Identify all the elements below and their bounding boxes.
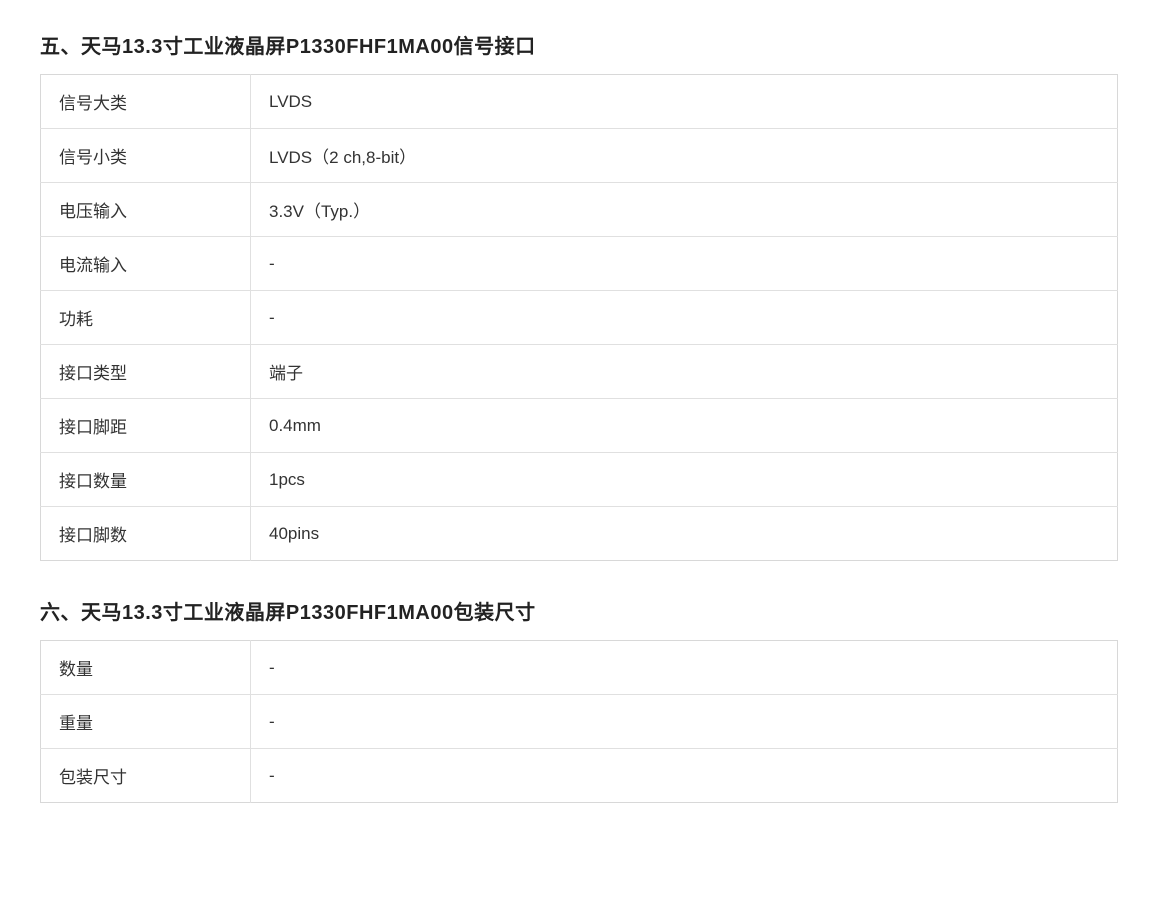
table-row: 信号小类 LVDS（2 ch,8-bit） <box>41 129 1118 183</box>
row-label: 电流输入 <box>41 237 251 291</box>
table-row: 电压输入 3.3V（Typ.） <box>41 183 1118 237</box>
row-value: - <box>251 291 1118 345</box>
section-5-tbody: 信号大类 LVDS 信号小类 LVDS（2 ch,8-bit） 电压输入 3.3… <box>41 75 1118 561</box>
row-value: 端子 <box>251 345 1118 399</box>
row-label: 信号大类 <box>41 75 251 129</box>
row-label: 接口数量 <box>41 453 251 507</box>
table-row: 接口脚数 40pins <box>41 507 1118 561</box>
row-label: 重量 <box>41 695 251 749</box>
table-row: 包装尺寸 - <box>41 749 1118 803</box>
section-5: 五、天马13.3寸工业液晶屏P1330FHF1MA00信号接口 信号大类 LVD… <box>40 30 1118 561</box>
row-label: 接口类型 <box>41 345 251 399</box>
row-label: 信号小类 <box>41 129 251 183</box>
row-value: LVDS（2 ch,8-bit） <box>251 129 1118 183</box>
row-label: 数量 <box>41 641 251 695</box>
row-value: - <box>251 237 1118 291</box>
table-row: 电流输入 - <box>41 237 1118 291</box>
section-6-table: 数量 - 重量 - 包装尺寸 - <box>40 640 1118 803</box>
row-value: - <box>251 749 1118 803</box>
section-6: 六、天马13.3寸工业液晶屏P1330FHF1MA00包装尺寸 数量 - 重量 … <box>40 596 1118 803</box>
row-label: 接口脚数 <box>41 507 251 561</box>
row-value: 0.4mm <box>251 399 1118 453</box>
row-label: 功耗 <box>41 291 251 345</box>
row-value: 1pcs <box>251 453 1118 507</box>
row-value: - <box>251 695 1118 749</box>
row-label: 接口脚距 <box>41 399 251 453</box>
row-value: 3.3V（Typ.） <box>251 183 1118 237</box>
section-5-table: 信号大类 LVDS 信号小类 LVDS（2 ch,8-bit） 电压输入 3.3… <box>40 74 1118 561</box>
row-label: 电压输入 <box>41 183 251 237</box>
section-6-tbody: 数量 - 重量 - 包装尺寸 - <box>41 641 1118 803</box>
table-row: 功耗 - <box>41 291 1118 345</box>
table-row: 数量 - <box>41 641 1118 695</box>
row-value: LVDS <box>251 75 1118 129</box>
row-value: - <box>251 641 1118 695</box>
section-6-title: 六、天马13.3寸工业液晶屏P1330FHF1MA00包装尺寸 <box>40 596 1118 625</box>
row-value: 40pins <box>251 507 1118 561</box>
row-label: 包装尺寸 <box>41 749 251 803</box>
table-row: 接口脚距 0.4mm <box>41 399 1118 453</box>
table-row: 信号大类 LVDS <box>41 75 1118 129</box>
table-row: 重量 - <box>41 695 1118 749</box>
table-row: 接口类型 端子 <box>41 345 1118 399</box>
section-5-title: 五、天马13.3寸工业液晶屏P1330FHF1MA00信号接口 <box>40 30 1118 59</box>
table-row: 接口数量 1pcs <box>41 453 1118 507</box>
